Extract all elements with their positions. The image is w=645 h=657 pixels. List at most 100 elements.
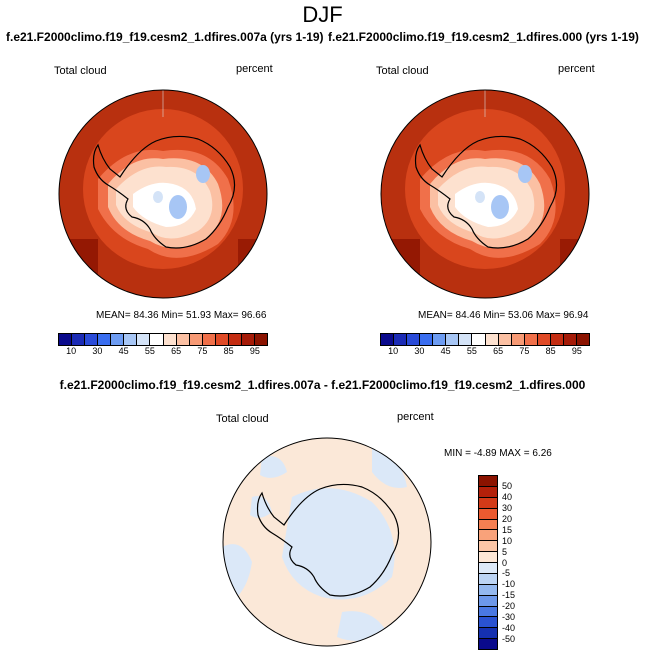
colorbar-tick-label: 95 bbox=[249, 346, 260, 356]
colorbar-tick-label: 0 bbox=[502, 557, 508, 568]
top-right-case-title: f.e21.F2000climo.f19_f19.cesm2_1.dfires.… bbox=[328, 30, 639, 44]
colorbar-swatch bbox=[459, 334, 473, 345]
top-left-case-title: f.e21.F2000climo.f19_f19.cesm2_1.dfires.… bbox=[6, 30, 324, 44]
colorbar-tick-label: 85 bbox=[545, 346, 556, 356]
top-left-units-label: percent bbox=[236, 63, 273, 75]
colorbar-tick-label: 75 bbox=[197, 346, 208, 356]
colorbar-swatch bbox=[85, 334, 99, 345]
colorbar-swatch bbox=[479, 530, 497, 542]
colorbar-tick-label: -10 bbox=[502, 579, 516, 590]
colorbar-swatch bbox=[479, 563, 497, 574]
colorbar-swatch bbox=[479, 595, 497, 607]
colorbar-swatch bbox=[479, 584, 497, 596]
colorbar-tick-label: 30 bbox=[502, 502, 513, 513]
diff-units-label: percent bbox=[397, 411, 434, 423]
colorbar-swatch bbox=[124, 334, 138, 345]
colorbar-tick-label: 10 bbox=[388, 346, 399, 356]
colorbar-tick-label: -5 bbox=[502, 568, 511, 579]
colorbar-swatch bbox=[111, 334, 125, 345]
colorbar-tick-label: 10 bbox=[66, 346, 77, 356]
colorbar-tick-label: -40 bbox=[502, 623, 516, 634]
top-left-colorbar-swatches bbox=[58, 333, 268, 346]
colorbar-swatch bbox=[498, 334, 512, 345]
colorbar-tick-label: 10 bbox=[502, 535, 513, 546]
colorbar-swatch bbox=[137, 334, 151, 345]
colorbar-swatch bbox=[394, 334, 408, 345]
top-right-polar-map bbox=[380, 89, 590, 299]
colorbar-swatch bbox=[479, 519, 497, 531]
colorbar-swatch bbox=[479, 497, 497, 509]
colorbar-swatch bbox=[511, 334, 525, 345]
top-right-colorbar-ticks: 10 30 45 55 65 75 85 95 bbox=[380, 346, 590, 358]
colorbar-tick-label: 45 bbox=[118, 346, 129, 356]
colorbar-swatch bbox=[479, 606, 497, 618]
colorbar-tick-label: -30 bbox=[502, 612, 516, 623]
colorbar-swatch bbox=[479, 628, 497, 640]
diff-variable-label: Total cloud bbox=[216, 413, 269, 425]
colorbar-swatch bbox=[189, 334, 203, 345]
colorbar-swatch bbox=[98, 334, 112, 345]
colorbar-swatch bbox=[524, 334, 538, 345]
top-right-stats: MEAN= 84.46 Min= 53.06 Max= 96.94 bbox=[418, 310, 589, 321]
colorbar-swatch bbox=[537, 334, 551, 345]
colorbar-tick-label: 65 bbox=[493, 346, 504, 356]
colorbar-swatch bbox=[228, 334, 242, 345]
colorbar-swatch bbox=[479, 639, 497, 649]
top-left-polar-map bbox=[58, 89, 268, 299]
colorbar-swatch bbox=[163, 334, 177, 345]
colorbar-swatch bbox=[241, 334, 255, 345]
colorbar-swatch bbox=[479, 541, 497, 553]
top-right-units-label: percent bbox=[558, 63, 595, 75]
colorbar-tick-label: 15 bbox=[502, 524, 513, 535]
colorbar-swatch bbox=[254, 334, 267, 345]
diff-colorbar-ticks: 50 40 30 20 15 10 5 0 -5 -10 -15 -20 -30 -40 -50 bbox=[502, 475, 532, 650]
top-right-colorbar-swatches bbox=[380, 333, 590, 346]
colorbar-tick-label: 65 bbox=[171, 346, 182, 356]
colorbar-swatch bbox=[407, 334, 421, 345]
colorbar-tick-label: -50 bbox=[502, 634, 516, 645]
figure-title: DJF bbox=[302, 2, 343, 27]
colorbar-swatch bbox=[215, 334, 229, 345]
colorbar-swatch bbox=[485, 334, 499, 345]
colorbar-swatch bbox=[479, 508, 497, 520]
colorbar-swatch bbox=[420, 334, 434, 345]
colorbar-swatch bbox=[576, 334, 589, 345]
colorbar-tick-label: 40 bbox=[502, 491, 513, 502]
colorbar-swatch bbox=[59, 334, 73, 345]
top-right-variable-label: Total cloud bbox=[376, 65, 429, 77]
colorbar-swatch bbox=[72, 334, 86, 345]
colorbar-tick-label: 45 bbox=[440, 346, 451, 356]
diff-case-title: f.e21.F2000climo.f19_f19.cesm2_1.dfires.… bbox=[59, 378, 586, 392]
colorbar-swatch bbox=[433, 334, 447, 345]
colorbar-tick-label: 50 bbox=[502, 480, 513, 491]
colorbar-swatch bbox=[472, 334, 486, 345]
colorbar-swatch bbox=[150, 334, 164, 345]
colorbar-tick-label: 20 bbox=[502, 513, 513, 524]
colorbar-tick-label: 85 bbox=[223, 346, 234, 356]
colorbar-swatch bbox=[479, 476, 497, 487]
top-left-colorbar-ticks: 10 30 45 55 65 75 85 95 bbox=[58, 346, 268, 358]
top-right-colorbar: 10 30 45 55 65 75 85 95 bbox=[380, 333, 590, 358]
colorbar-swatch bbox=[479, 552, 497, 563]
colorbar-tick-label: -20 bbox=[502, 601, 516, 612]
colorbar-swatch bbox=[202, 334, 216, 345]
colorbar-tick-label: 95 bbox=[571, 346, 582, 356]
colorbar-swatch bbox=[381, 334, 395, 345]
colorbar-tick-label: -15 bbox=[502, 590, 516, 601]
colorbar-tick-label: 30 bbox=[92, 346, 103, 356]
colorbar-swatch bbox=[479, 486, 497, 498]
colorbar-swatch bbox=[550, 334, 564, 345]
diff-polar-map bbox=[222, 437, 432, 647]
colorbar-swatch bbox=[446, 334, 460, 345]
diff-stats: MIN = -4.89 MAX = 6.26 bbox=[444, 448, 552, 459]
colorbar-swatch bbox=[176, 334, 190, 345]
colorbar-tick-label: 5 bbox=[502, 546, 508, 557]
colorbar-tick-label: 75 bbox=[519, 346, 530, 356]
top-left-stats: MEAN= 84.36 Min= 51.93 Max= 96.66 bbox=[96, 310, 267, 321]
colorbar-swatch bbox=[479, 573, 497, 585]
diff-colorbar: 50 40 30 20 15 10 5 0 -5 -10 -15 -20 -30 -40 -50 bbox=[478, 475, 538, 650]
colorbar-tick-label: 55 bbox=[144, 346, 155, 356]
colorbar-tick-label: 55 bbox=[466, 346, 477, 356]
colorbar-swatch bbox=[479, 617, 497, 629]
top-left-colorbar: 10 30 45 55 65 75 85 95 bbox=[58, 333, 268, 358]
